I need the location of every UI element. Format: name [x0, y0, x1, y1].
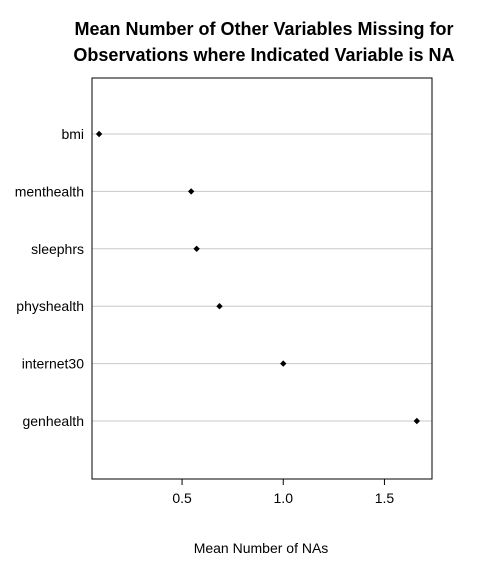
data-point	[280, 360, 287, 367]
x-axis-title: Mean Number of NAs	[194, 540, 329, 556]
data-point	[216, 303, 223, 310]
x-axis: 0.5 1.0 1.5	[172, 479, 394, 506]
category-label: genhealth	[22, 413, 84, 429]
category-label: menthealth	[15, 183, 84, 199]
chart-title: Mean Number of Other Variables Missing f…	[0, 16, 480, 68]
data-point	[413, 417, 421, 425]
gridlines	[92, 133, 432, 422]
x-tick-label: 1.5	[375, 490, 395, 506]
category-label: sleephrs	[31, 241, 84, 257]
x-tick-label: 1.0	[274, 490, 294, 506]
data-point	[95, 130, 103, 138]
category-label: bmi	[61, 126, 84, 142]
category-labels: bmi menthealth sleephrs physhealth internet3…	[15, 126, 84, 429]
chart-title-line-1: Mean Number of Other Variables Missing f…	[74, 19, 454, 39]
data-point	[187, 188, 195, 195]
plot-frame	[91, 77, 433, 480]
data-points	[95, 130, 421, 425]
chart-title-line-2: Observations where Indicated Variable is…	[73, 45, 455, 65]
x-tick-label: 0.5	[172, 490, 192, 506]
data-point	[193, 245, 200, 252]
category-label: physhealth	[16, 298, 84, 314]
category-label: internet30	[22, 356, 84, 372]
